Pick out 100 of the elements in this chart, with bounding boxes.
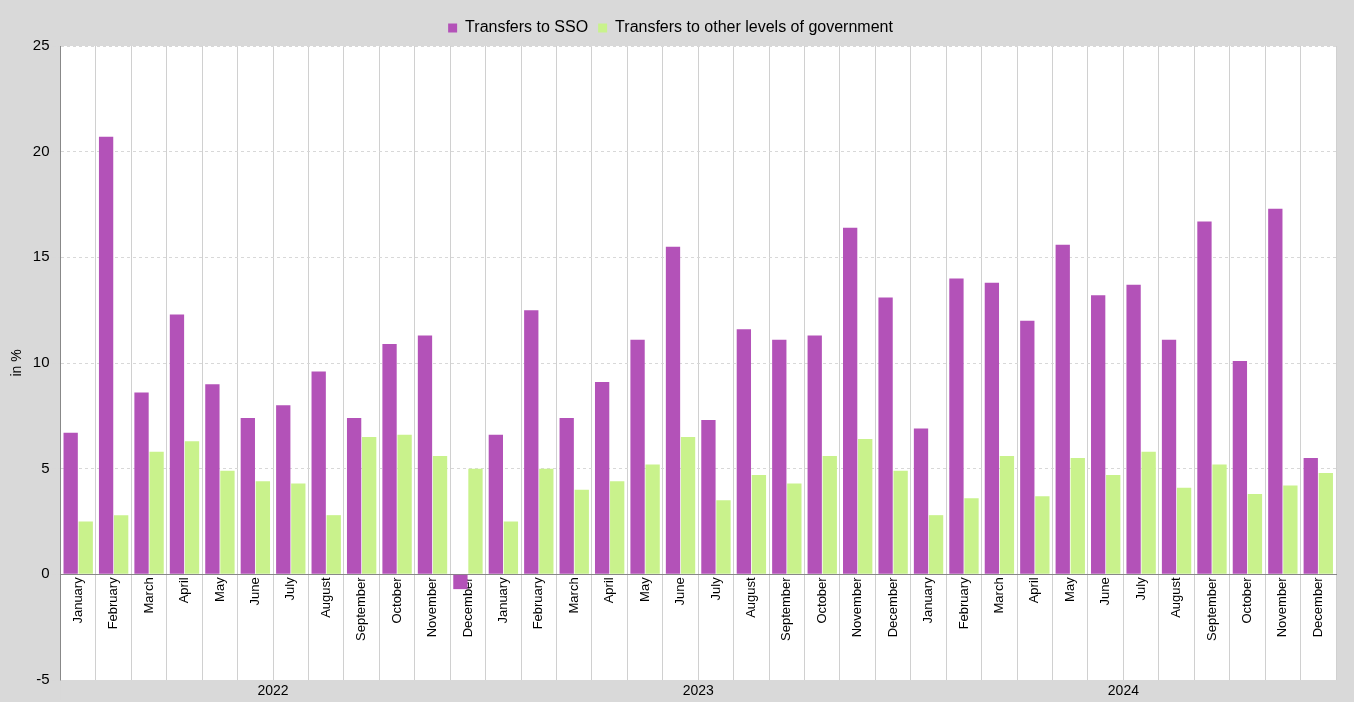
bar bbox=[326, 515, 341, 574]
x-tick-label: November bbox=[424, 576, 440, 638]
text: 2023 bbox=[682, 681, 715, 698]
y-tick-label: 5 bbox=[41, 458, 50, 476]
x-tick-label: April bbox=[176, 577, 192, 604]
y-tick-label: -5 bbox=[36, 670, 50, 688]
bar bbox=[574, 489, 589, 574]
x-tick-label: November bbox=[1274, 576, 1290, 638]
x-tick-label: October bbox=[388, 576, 404, 624]
bar bbox=[1141, 451, 1156, 574]
x-tick-label: July bbox=[1132, 576, 1148, 601]
bar bbox=[1126, 284, 1141, 574]
x-tick-label: June bbox=[1097, 577, 1113, 606]
x-tick-label: February bbox=[530, 576, 546, 630]
bar bbox=[255, 481, 271, 574]
x-tick-label: February bbox=[105, 576, 121, 630]
x-tick-label: July bbox=[707, 576, 723, 601]
bar bbox=[630, 339, 645, 574]
x-tick-label: July bbox=[282, 576, 298, 601]
bar bbox=[1161, 339, 1177, 574]
bar bbox=[610, 481, 625, 574]
x-tick-label: March bbox=[565, 577, 581, 614]
bar bbox=[311, 371, 326, 574]
bar bbox=[134, 392, 149, 574]
bar bbox=[63, 432, 78, 574]
bar bbox=[1091, 295, 1106, 574]
bar bbox=[98, 136, 114, 574]
bar bbox=[701, 420, 716, 574]
bar bbox=[220, 470, 235, 574]
bar bbox=[913, 428, 929, 574]
y-tick-label: 15 bbox=[32, 247, 50, 265]
bar bbox=[240, 417, 255, 574]
bar bbox=[1268, 208, 1283, 574]
bar bbox=[772, 339, 787, 574]
x-tick-label: June bbox=[672, 577, 688, 606]
bar bbox=[1303, 458, 1318, 574]
bar bbox=[716, 500, 731, 574]
bar bbox=[1232, 360, 1248, 574]
bar bbox=[1197, 221, 1212, 574]
bar bbox=[1106, 475, 1121, 574]
bar bbox=[114, 515, 129, 574]
legend-label: Transfers to other levels of government bbox=[615, 18, 894, 36]
bar bbox=[169, 314, 185, 574]
x-tick-label: August bbox=[1168, 576, 1184, 618]
text: 2022 bbox=[257, 681, 289, 698]
x-tick-label: August bbox=[742, 576, 758, 618]
x-tick-label: September bbox=[1203, 576, 1219, 641]
bar bbox=[488, 434, 503, 574]
y-axis-title: in % bbox=[8, 349, 25, 377]
bar bbox=[949, 278, 964, 574]
x-tick-label: March bbox=[990, 577, 1006, 614]
x-tick-label: October bbox=[1239, 576, 1254, 624]
y-tick-label: 10 bbox=[32, 353, 50, 371]
bar bbox=[964, 498, 979, 574]
bar bbox=[417, 335, 433, 574]
bar bbox=[878, 297, 893, 574]
bar bbox=[680, 436, 696, 574]
x-tick-label: June bbox=[246, 577, 262, 606]
x-tick-label: December bbox=[1309, 576, 1325, 638]
bar bbox=[397, 434, 412, 574]
x-tick-label: January bbox=[494, 576, 510, 624]
x-tick-label: September bbox=[778, 576, 794, 641]
x-tick-label: May bbox=[211, 576, 227, 602]
y-tick-label: 0 bbox=[41, 564, 50, 582]
bar bbox=[276, 405, 291, 574]
bar bbox=[346, 417, 362, 574]
bar bbox=[751, 475, 767, 574]
x-tick-label: November bbox=[849, 576, 865, 638]
x-tick-label: April bbox=[1026, 577, 1042, 604]
bar bbox=[843, 227, 858, 574]
bar bbox=[291, 483, 306, 574]
bar bbox=[1212, 464, 1227, 574]
y-tick-label: 20 bbox=[32, 141, 50, 159]
bar bbox=[503, 521, 519, 574]
bar bbox=[999, 455, 1015, 574]
x-tick-label: March bbox=[140, 577, 156, 614]
bar bbox=[736, 329, 752, 574]
bar bbox=[524, 310, 539, 574]
x-tick-label: December bbox=[884, 576, 900, 638]
x-tick-label: May bbox=[636, 576, 652, 602]
legend-label: Transfers to SSO bbox=[465, 18, 589, 36]
bar bbox=[594, 382, 610, 574]
bar bbox=[539, 468, 554, 574]
bar bbox=[645, 464, 660, 574]
text: 2024 bbox=[1107, 681, 1140, 698]
bar bbox=[822, 455, 837, 574]
bar bbox=[858, 439, 873, 574]
x-tick-label: October bbox=[813, 576, 829, 624]
bar bbox=[1176, 487, 1192, 574]
bar bbox=[432, 455, 448, 574]
bar bbox=[1020, 320, 1035, 574]
x-tick-label: February bbox=[955, 576, 971, 630]
bar bbox=[362, 436, 377, 574]
bar bbox=[893, 470, 908, 574]
bar bbox=[1055, 244, 1070, 574]
bar bbox=[1035, 496, 1050, 574]
x-tick-label: May bbox=[1061, 576, 1077, 602]
bar bbox=[149, 451, 164, 574]
bar bbox=[1070, 458, 1085, 574]
bar bbox=[184, 441, 200, 574]
